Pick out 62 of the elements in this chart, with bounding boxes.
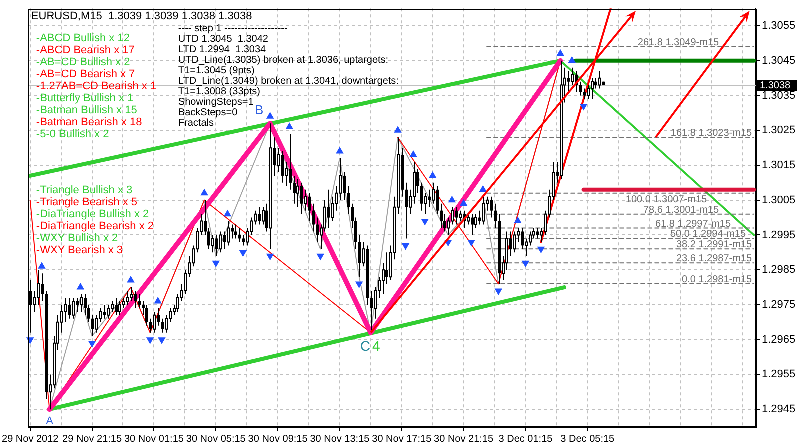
annotation: ---- step 1 -------------------: [178, 24, 288, 35]
y-tick-label: 1.3045: [762, 54, 796, 67]
series-label: 78.6 1.3001-m15: [643, 204, 720, 216]
annotation: A: [46, 416, 54, 428]
annotation: -5-0 Bullish x 2: [36, 128, 110, 141]
annotation: -Batman Bearish x 18: [36, 116, 142, 129]
annotation: C: [360, 338, 370, 354]
annotation: T1=1.3045 (9pts): [178, 66, 255, 77]
y-tick-label: 1.3025: [762, 124, 796, 137]
x-tick-label: 30 Nov 21:15: [434, 434, 494, 445]
annotation: B: [254, 102, 264, 118]
annotation: Fractals: [178, 118, 214, 130]
annotation: UTD 1.3045 1.3042: [178, 34, 269, 46]
annotation: ShowingSteps=1: [178, 97, 254, 108]
annotation: -ABCD Bearish x 17: [36, 44, 135, 57]
chart-title: EURUSD,M15 1.3039 1.3039 1.3038 1.3038: [31, 10, 252, 23]
series-label: 0.0 1.2981-m15: [682, 274, 752, 286]
annotation: LTD_Line(1.3049) broken at 1.3041, downtargets:: [178, 76, 399, 88]
x-tick-label: 30 Nov 13:15: [310, 434, 370, 445]
ref-line-label: 1.3038: [760, 80, 792, 92]
series-label: 261.8 1.3049-m15: [638, 37, 720, 48]
y-tick-label: 1.2965: [762, 334, 796, 346]
annotation: -ABCD Bullish x 12: [36, 32, 130, 45]
series-label: 38.2 1.2991-m15: [676, 240, 752, 251]
x-tick-label: 30 Nov 09:15: [248, 434, 308, 445]
x-tick-label: 3 Dec 05:15: [560, 434, 616, 445]
annotation: -Batman Bullish x 15: [36, 104, 138, 117]
annotation: -AB=CD Bearish x 7: [36, 68, 136, 81]
y-tick-label: 1.3055: [762, 20, 796, 32]
x-tick-label: 30 Nov 05:15: [186, 434, 246, 445]
y-tick-label: 1.2975: [762, 299, 796, 311]
series-label: 50.0 1.2994-m15: [670, 229, 746, 240]
series-label: 61.8 1.2997-m15: [655, 218, 732, 230]
annotation: UTD_Line(1.3035) broken at 1.3036, uptargets:: [178, 55, 389, 66]
y-tick-label: 1.3035: [762, 90, 796, 102]
x-tick-label: 30 Nov 17:15: [372, 434, 432, 445]
annotation: -Triangle Bearish x 5: [36, 196, 138, 209]
annotation: T1=1.3008 (33pts): [178, 86, 260, 98]
annotation: -DiaTriangle Bullish x 2: [36, 208, 150, 221]
annotation: -Butterfly Bullish x 1: [36, 92, 134, 105]
annotation: -Triangle Bullish x 3: [36, 184, 133, 197]
series-label: 23.6 1.2987-m15: [676, 254, 752, 265]
annotation: -DiaTriangle Bearish x 2: [36, 220, 154, 233]
annotation: BackSteps=0: [178, 108, 238, 119]
annotation: -1.27AB=CD Bearish x 1: [36, 80, 157, 93]
x-tick-label: 3 Dec 01:15: [498, 434, 554, 445]
annotation: -WXY Bearish x 3: [36, 244, 124, 257]
y-tick-label: 1.2945: [762, 404, 796, 416]
series-label: 161.8 1.3023-m15: [670, 128, 753, 140]
y-tick-label: 1.3005: [762, 194, 796, 206]
y-tick-label: 1.2955: [762, 368, 796, 381]
y-tick-label: 1.2985: [762, 264, 796, 276]
x-tick-label: 29 Nov 21:15: [62, 434, 122, 445]
x-tick-label: 30 Nov 01:15: [124, 434, 184, 445]
series-label: 100.0 1.3007-m15: [626, 194, 708, 206]
annotation: 4: [372, 338, 380, 354]
annotation: -WXY Bullish x 2: [36, 232, 118, 245]
y-tick-label: 1.3015: [762, 160, 796, 172]
annotation: -AB=CD Bullish x 2: [36, 56, 130, 69]
y-tick-label: 1.2995: [762, 229, 796, 242]
annotation: LTD 1.2994 1.3034: [178, 44, 267, 56]
x-tick-label: 29 Nov 2012: [2, 434, 60, 445]
